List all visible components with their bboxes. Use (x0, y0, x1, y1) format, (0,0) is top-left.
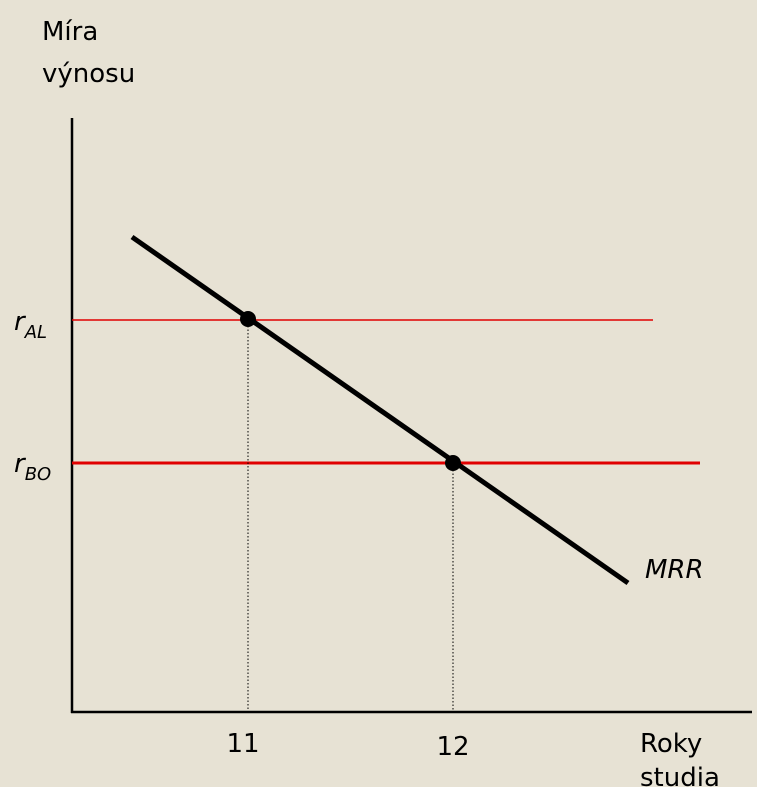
x-axis-label: studia (640, 763, 720, 787)
x-axis-label: Roky (640, 729, 702, 759)
rate-subscript: BO (25, 464, 52, 485)
x-tick-label: 11 (226, 729, 259, 759)
rate-symbol: r (14, 449, 27, 479)
rate-subscript: AL (24, 322, 47, 343)
curve-label: MRR (645, 555, 704, 585)
y-axis-label: Míra (42, 17, 98, 47)
intersection-point (445, 455, 461, 471)
rate-label: rBO (14, 449, 51, 485)
intersection-point (240, 311, 256, 327)
x-tick-label: 12 (436, 732, 469, 762)
rate-label: rAL (14, 307, 47, 343)
y-axis-label: výnosu (42, 59, 135, 89)
mrr-curve (130, 234, 630, 586)
rate-symbol: r (14, 307, 27, 337)
